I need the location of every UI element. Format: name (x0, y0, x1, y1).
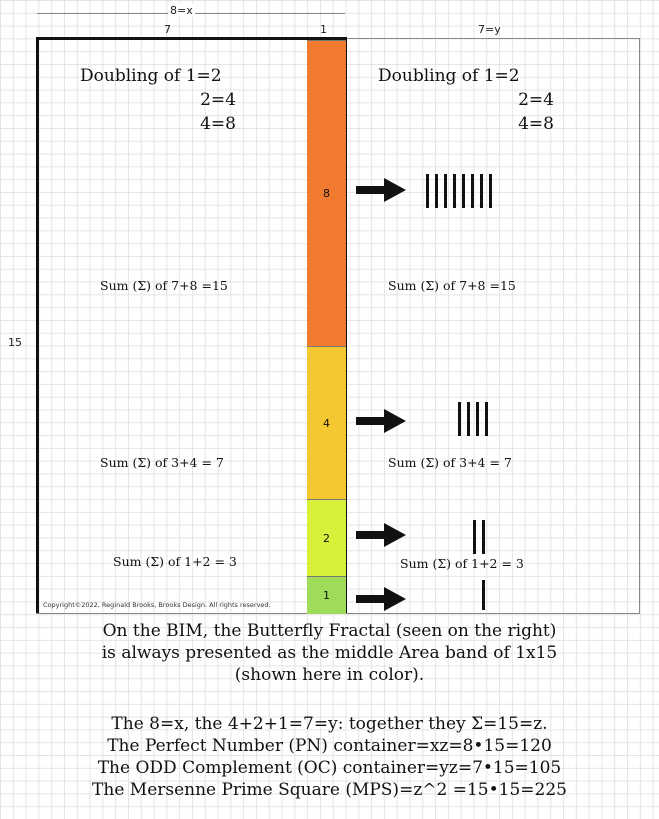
tally-8 (426, 174, 492, 208)
caption-line-7: The ODD Complement (OC) container=yz=7•1… (97, 758, 562, 778)
middle-band-1: 1 (307, 576, 346, 614)
caption-line-6: The Perfect Number (PN) container=xz=8•1… (107, 736, 552, 756)
middle-band-2: 2 (307, 499, 346, 576)
left-heading-line-3: 4=8 (200, 114, 236, 134)
tally-mark (473, 520, 476, 554)
left-width-label: 7 (164, 23, 171, 36)
right-sum-7: Sum (Σ) of 3+4 = 7 (388, 455, 512, 470)
right-heading-line-2: 2=4 (518, 90, 554, 110)
copyright-notice: Copyright©2022, Reginald Brooks, Brooks … (43, 601, 271, 609)
right-width-label: 7=y (478, 23, 501, 36)
arrow-right-icon (356, 523, 406, 547)
band-label-2: 2 (323, 531, 330, 545)
right-heading: Doubling of 1=2 2=4 4=8 (378, 64, 558, 136)
band-width-label: 1 (320, 23, 327, 36)
caption-line-3: (shown here in color). (234, 665, 425, 685)
tally-mark (426, 174, 429, 208)
right-panel-frame (346, 38, 640, 614)
arrow-right-icon (356, 587, 406, 611)
right-sum-15: Sum (Σ) of 7+8 =15 (388, 278, 516, 293)
tally-mark (489, 174, 492, 208)
tally-mark (453, 174, 456, 208)
arrow-right-icon (356, 409, 406, 433)
tally-1 (482, 580, 485, 610)
left-heading-line-1: Doubling of 1=2 (80, 66, 222, 86)
band-label-1: 1 (323, 589, 330, 602)
tally-mark (482, 580, 485, 610)
caption-line-1: On the BIM, the Butterfly Fractal (seen … (102, 621, 557, 641)
right-heading-line-3: 4=8 (518, 114, 554, 134)
left-heading: Doubling of 1=2 2=4 4=8 (80, 64, 260, 136)
tally-mark (471, 174, 474, 208)
caption-line-2: is always presented as the middle Area b… (101, 643, 558, 663)
middle-band-4: 4 (307, 346, 346, 499)
band-label-8: 8 (323, 187, 330, 200)
caption-line-5: The 8=x, the 4+2+1=7=y: together they Σ=… (111, 714, 548, 734)
tally-2 (473, 520, 485, 554)
left-sum-3: Sum (Σ) of 1+2 = 3 (113, 554, 237, 569)
left-panel-bottom-line (36, 613, 347, 614)
tally-mark (485, 402, 488, 436)
right-sum-3: Sum (Σ) of 1+2 = 3 (400, 556, 524, 571)
tally-mark (458, 402, 461, 436)
tally-mark (480, 174, 483, 208)
tally-mark (462, 174, 465, 208)
right-heading-line-1: Doubling of 1=2 (378, 66, 520, 86)
left-sum-15: Sum (Σ) of 7+8 =15 (100, 278, 228, 293)
tally-mark (435, 174, 438, 208)
left-heading-line-2: 2=4 (200, 90, 236, 110)
tally-mark (467, 402, 470, 436)
arrow-right-icon (356, 178, 406, 202)
middle-band-8: 8 (307, 40, 346, 346)
left-sum-7: Sum (Σ) of 3+4 = 7 (100, 455, 224, 470)
tally-mark (444, 174, 447, 208)
top-dimension-label: 8=x (168, 4, 195, 17)
tally-mark (482, 520, 485, 554)
caption-line-8: The Mersenne Prime Square (MPS)=z^2 =15•… (92, 780, 567, 800)
tally-4 (458, 402, 488, 436)
band-label-4: 4 (323, 416, 330, 430)
height-label: 15 (8, 336, 22, 349)
tally-mark (476, 402, 479, 436)
